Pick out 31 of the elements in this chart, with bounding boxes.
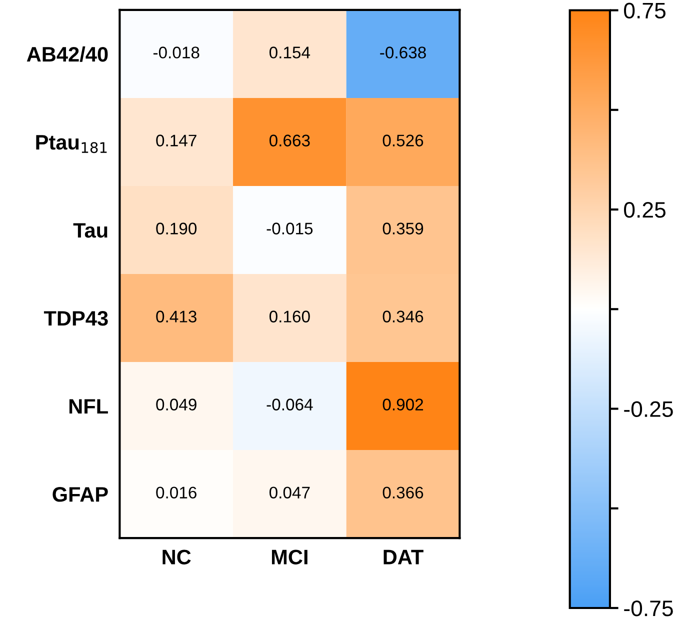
data-label: 0.049	[156, 398, 196, 410]
data-label: 0.359	[382, 222, 424, 234]
data-label: 0.016	[156, 486, 196, 498]
x-tick-label: DAT	[384, 550, 424, 564]
data-label: -0.638	[380, 46, 426, 58]
data-label: 0.902	[382, 398, 424, 410]
data-label: 0.366	[382, 486, 424, 498]
data-label: 0.346	[382, 310, 424, 322]
x-tick-label: NC	[162, 550, 191, 564]
y-tick-label: GFAP	[52, 487, 108, 502]
y-tick-label: AB42/40	[26, 46, 108, 62]
data-label: 0.526	[382, 134, 424, 146]
data-label: -0.064	[266, 398, 313, 410]
color-bar-label: 0.75	[624, 2, 666, 19]
x-tick-label: MCI	[272, 550, 308, 564]
data-label: 0.047	[269, 486, 310, 498]
data-label: -0.015	[266, 222, 313, 234]
data-label: 0.663	[269, 134, 310, 146]
y-tick-label: NFL	[69, 399, 108, 414]
data-label: 0.190	[156, 222, 197, 234]
data-label: -0.018	[153, 46, 200, 58]
y-tick-label: Ptau$_{181}$	[36, 135, 107, 154]
color-bar-label: 0.25	[624, 202, 666, 218]
data-label: 0.160	[269, 310, 310, 322]
data-label: 0.147	[156, 134, 196, 146]
data-label: 0.413	[156, 310, 196, 322]
data-label: 0.154	[269, 46, 310, 58]
color-bar-label: -0.25	[624, 401, 673, 418]
y-tick-label: TDP43	[44, 311, 108, 326]
y-tick-label: Tau	[73, 223, 108, 238]
color-bar-label: -0.75	[624, 600, 673, 616]
